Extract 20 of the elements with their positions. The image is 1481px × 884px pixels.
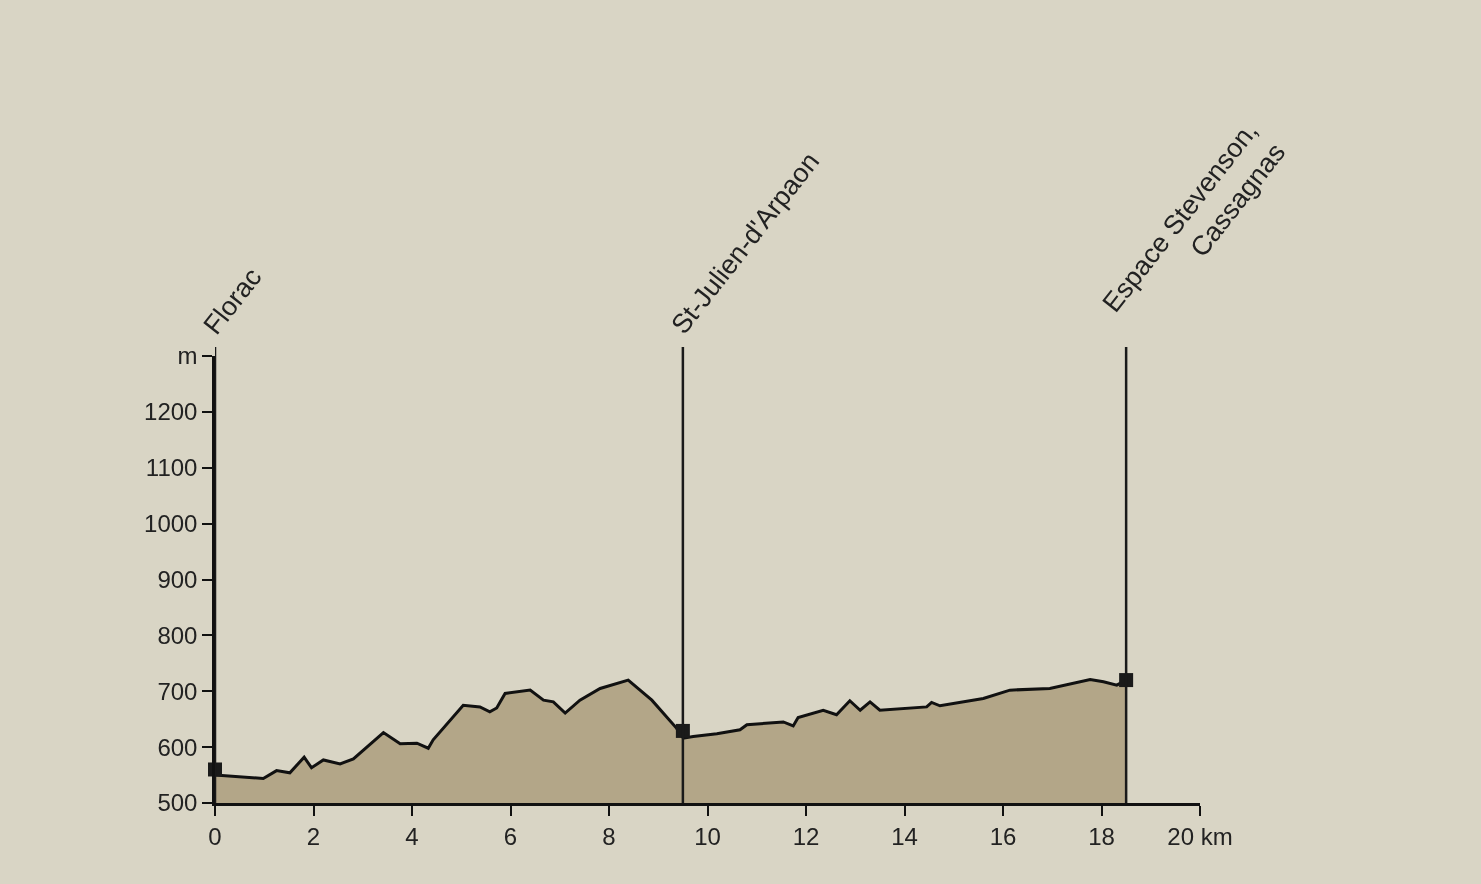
x-tick-label: 0	[208, 822, 222, 850]
y-tick-label: m	[177, 342, 198, 370]
x-tick-label: 6	[503, 822, 518, 850]
y-tick-label: 800	[157, 621, 198, 649]
y-tick-label: 900	[157, 565, 198, 593]
x-tick-label: 16	[989, 822, 1017, 850]
y-tick-label: 1000	[144, 510, 198, 538]
y-tick-label: 600	[157, 733, 198, 761]
x-tick-label: 8	[602, 822, 616, 850]
y-tick-label: 500	[157, 789, 198, 817]
y-tick-label: 1200	[144, 398, 198, 426]
x-tick-label: 20 km	[1167, 822, 1233, 850]
x-tick-label: 18	[1088, 822, 1115, 850]
y-tick-label: 1100	[145, 454, 198, 482]
x-tick-label: 10	[694, 822, 721, 850]
x-tick-label: 12	[792, 822, 820, 850]
y-tick-label: 700	[157, 677, 198, 705]
x-tick-label: 2	[306, 822, 321, 850]
x-tick-label: 14	[891, 822, 918, 850]
x-tick-label: 4	[405, 822, 419, 850]
